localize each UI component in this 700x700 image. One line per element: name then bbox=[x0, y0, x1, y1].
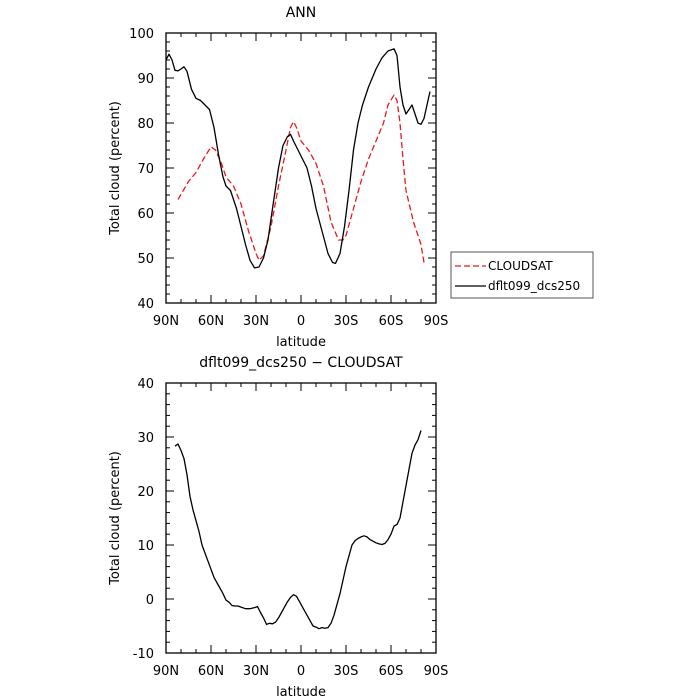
legend-box bbox=[450, 251, 594, 299]
bottom-panel: 90N 60N 30N 0 30S 60S 90S -10 0 10 20 30 40 dflt099_d… bbox=[108, 355, 448, 700]
plot-frame bbox=[165, 32, 437, 304]
x-tick-label: 90N bbox=[153, 314, 179, 329]
x-axis-title: latitude bbox=[276, 685, 326, 700]
chart-title: ANN bbox=[286, 5, 317, 21]
x-tick-label: 30S bbox=[334, 314, 359, 329]
y-tick-label: 80 bbox=[137, 117, 154, 132]
x-tick-label: 60N bbox=[198, 314, 224, 329]
cloudsat-line bbox=[177, 94, 425, 263]
y-tick-label: 60 bbox=[137, 207, 154, 222]
plot-frame bbox=[165, 382, 437, 654]
chart-title: dflt099_dcs250 − CLOUDSAT bbox=[199, 355, 403, 371]
y-tick-label: 70 bbox=[137, 162, 154, 177]
x-tick-label: 60N bbox=[198, 664, 224, 679]
dflt099-dcs250-line bbox=[165, 48, 431, 269]
x-tick-label: 90S bbox=[424, 664, 449, 679]
y-tick-label: 30 bbox=[137, 431, 154, 446]
y-tick-label: 100 bbox=[129, 27, 154, 42]
difference-line bbox=[174, 430, 422, 630]
x-axis-title: latitude bbox=[276, 335, 326, 350]
y-tick-label: 40 bbox=[137, 377, 154, 392]
legend-label: CLOUDSAT bbox=[488, 259, 553, 273]
y-tick-label: 20 bbox=[137, 485, 154, 500]
x-tick-label: 0 bbox=[297, 664, 305, 679]
x-tick-label: 30N bbox=[243, 664, 269, 679]
y-tick-label: 50 bbox=[137, 252, 154, 267]
y-tick-label: -10 bbox=[133, 647, 154, 662]
x-tick-label: 30S bbox=[334, 664, 359, 679]
y-tick-label: 90 bbox=[137, 72, 154, 87]
x-tick-label: 60S bbox=[379, 314, 404, 329]
y-tick-label: 10 bbox=[137, 539, 154, 554]
x-tick-label: 60S bbox=[379, 664, 404, 679]
y-axis-title: Total cloud (percent) bbox=[108, 451, 123, 586]
x-tick-label: 0 bbox=[297, 314, 305, 329]
legend-label: dflt099_dcs250 bbox=[488, 279, 580, 293]
y-tick-label: 40 bbox=[137, 297, 154, 312]
legend: CLOUDSAT dflt099_dcs250 bbox=[450, 251, 594, 299]
x-tick-label: 90N bbox=[153, 664, 179, 679]
top-panel: 90N 60N 30N 0 30S 60S 90S 40 50 60 70 80 90 100 ANN lat… bbox=[108, 5, 448, 350]
x-tick-label: 90S bbox=[424, 314, 449, 329]
y-axis-title: Total cloud (percent) bbox=[108, 101, 123, 236]
y-tick-label: 0 bbox=[146, 593, 154, 608]
x-tick-label: 30N bbox=[243, 314, 269, 329]
